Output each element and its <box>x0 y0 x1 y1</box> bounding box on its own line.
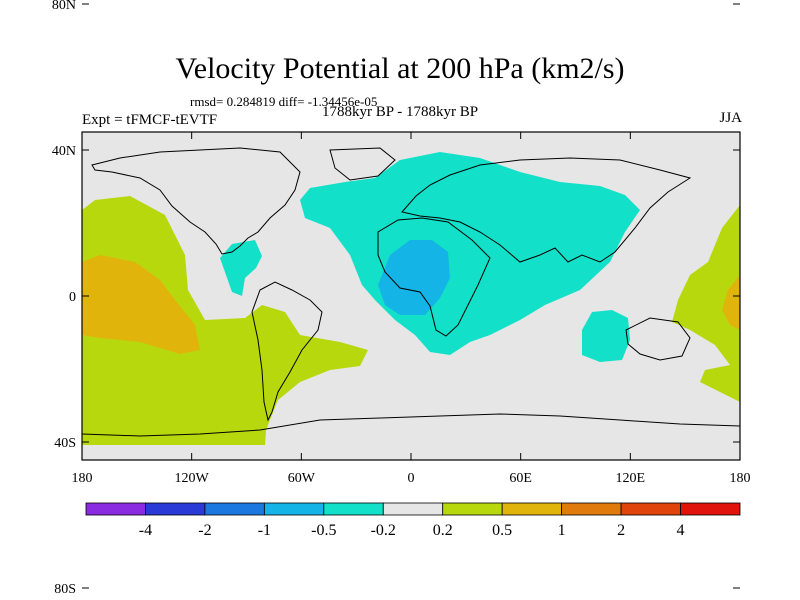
colorbar-swatch <box>85 502 146 516</box>
stats-label: rmsd= 0.284819 diff= -1.34456e-05 <box>190 94 378 109</box>
lon-tick-label: 120W <box>175 471 210 486</box>
colorbar: -4 -2 -1 -0.5 -0.2 0.2 0.5 1 2 4 <box>85 502 741 539</box>
colorbar-swatch <box>501 502 563 516</box>
colorbar-label: -0.5 <box>311 522 336 539</box>
lon-tick-label: 180 <box>72 471 93 486</box>
colorbar-label: -1 <box>258 522 271 539</box>
colorbar-label: 0.5 <box>492 522 512 539</box>
negative-anomaly-region-caribbean <box>220 240 262 296</box>
lat-tick-label: 40N <box>52 144 76 159</box>
australia-coast <box>625 317 691 361</box>
contour-fills <box>82 147 740 445</box>
north-america-coast <box>91 147 301 255</box>
colorbar-label: 4 <box>677 522 685 539</box>
lat-tick-label: 0 <box>69 290 76 305</box>
greenland-coast <box>329 147 396 181</box>
negative-anomaly-region-indian-ocean <box>582 310 630 362</box>
positive-anomaly-region-east <box>672 205 740 402</box>
colorbar-swatch <box>561 502 622 516</box>
lon-tick-label: 180 <box>730 471 751 486</box>
lat-tick-label: 80N <box>52 0 76 13</box>
colorbar-label: 1 <box>558 522 566 539</box>
lon-tick-label: 120E <box>616 471 646 486</box>
colorbar-swatch <box>680 502 741 516</box>
africa-coast <box>377 217 491 337</box>
period-label: 1788kyr BP - 1788kyr BP <box>322 104 479 120</box>
colorbar-label: 2 <box>617 522 625 539</box>
colorbar-label: -4 <box>139 522 152 539</box>
strong-positive-region-pacific <box>82 255 200 354</box>
lon-tick-label: 0 <box>408 471 415 486</box>
lon-tick-label: 60W <box>288 471 316 486</box>
strong-negative-region-africa <box>378 240 450 315</box>
colorbar-label: -0.2 <box>371 522 396 539</box>
colorbar-swatch <box>204 502 265 516</box>
colorbar-swatch <box>442 502 503 516</box>
lat-tick-label: 40S <box>54 436 76 451</box>
colorbar-swatch <box>323 502 384 516</box>
colorbar-label: 0.2 <box>433 522 453 539</box>
strong-positive-region-east <box>722 275 740 330</box>
south-america-coast <box>251 281 323 422</box>
antarctica-coast <box>82 413 740 437</box>
season-label: JJA <box>719 110 742 126</box>
map-title: Velocity Potential at 200 hPa (km2/s) <box>175 52 625 85</box>
colorbar-swatch <box>382 502 444 516</box>
longitude-axis: 180 120W 60W 0 60E 120E 180 <box>72 132 751 486</box>
lat-tick-label: 80S <box>54 582 76 597</box>
eurasia-coast <box>401 157 692 263</box>
colorbar-swatch <box>620 502 681 516</box>
lon-tick-label: 60E <box>509 471 532 486</box>
colorbar-swatch <box>263 502 325 516</box>
map-panel: 80N 40N 0 40S 80S 180 120W 60W 0 60E 120E 180 <box>52 0 751 597</box>
colorbar-swatch <box>145 502 206 516</box>
latitude-axis: 80N 40N 0 40S 80S <box>52 0 740 597</box>
experiment-label: Expt = tFMCF-tEVTF <box>82 112 218 128</box>
colorbar-label: -2 <box>198 522 211 539</box>
coastlines <box>82 147 740 437</box>
positive-anomaly-region-pacific <box>82 196 368 445</box>
